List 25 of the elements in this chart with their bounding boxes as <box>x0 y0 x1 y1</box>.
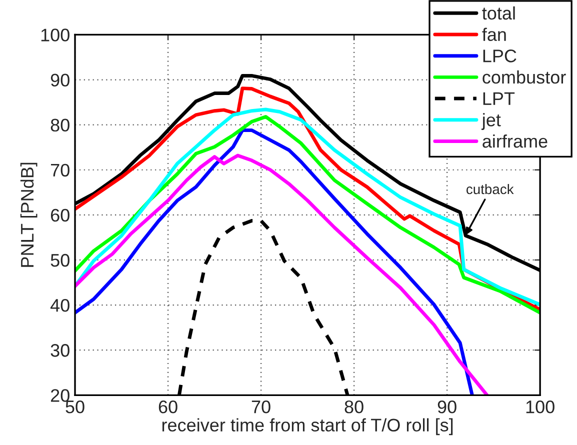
legend-label: combustor <box>482 70 566 84</box>
y-tick-label: 50 <box>50 254 70 267</box>
y-tick-label: 90 <box>50 74 70 86</box>
x-tick-label: 100 <box>526 400 554 414</box>
y-tick-label: 30 <box>50 344 70 357</box>
legend-label: LPC <box>483 50 516 62</box>
y-tick-label: 40 <box>50 298 70 312</box>
y-tick-label: 60 <box>50 208 70 222</box>
legend-label: fan <box>482 28 506 41</box>
legend-label: LPT <box>483 92 515 105</box>
legend-label: jet <box>481 113 501 130</box>
x-tick-label: 60 <box>158 400 178 414</box>
y-tick-label: 20 <box>50 389 70 402</box>
y-tick-label: 100 <box>41 28 70 42</box>
y-axis-title: PNLT [PNdB] <box>20 162 38 267</box>
x-axis-title: receiver time from start of T/O roll [s] <box>162 418 453 436</box>
x-tick-label: 70 <box>252 400 270 414</box>
x-tick-label: 80 <box>344 400 364 414</box>
y-tick-label: 80 <box>50 118 70 132</box>
y-tick-label: 70 <box>50 164 70 177</box>
annotation: cutback <box>466 184 514 194</box>
legend-label: airframe <box>482 134 548 148</box>
legend-label: total <box>482 6 515 20</box>
x-tick-label: 50 <box>66 400 84 414</box>
x-tick-label: 90 <box>438 400 456 414</box>
